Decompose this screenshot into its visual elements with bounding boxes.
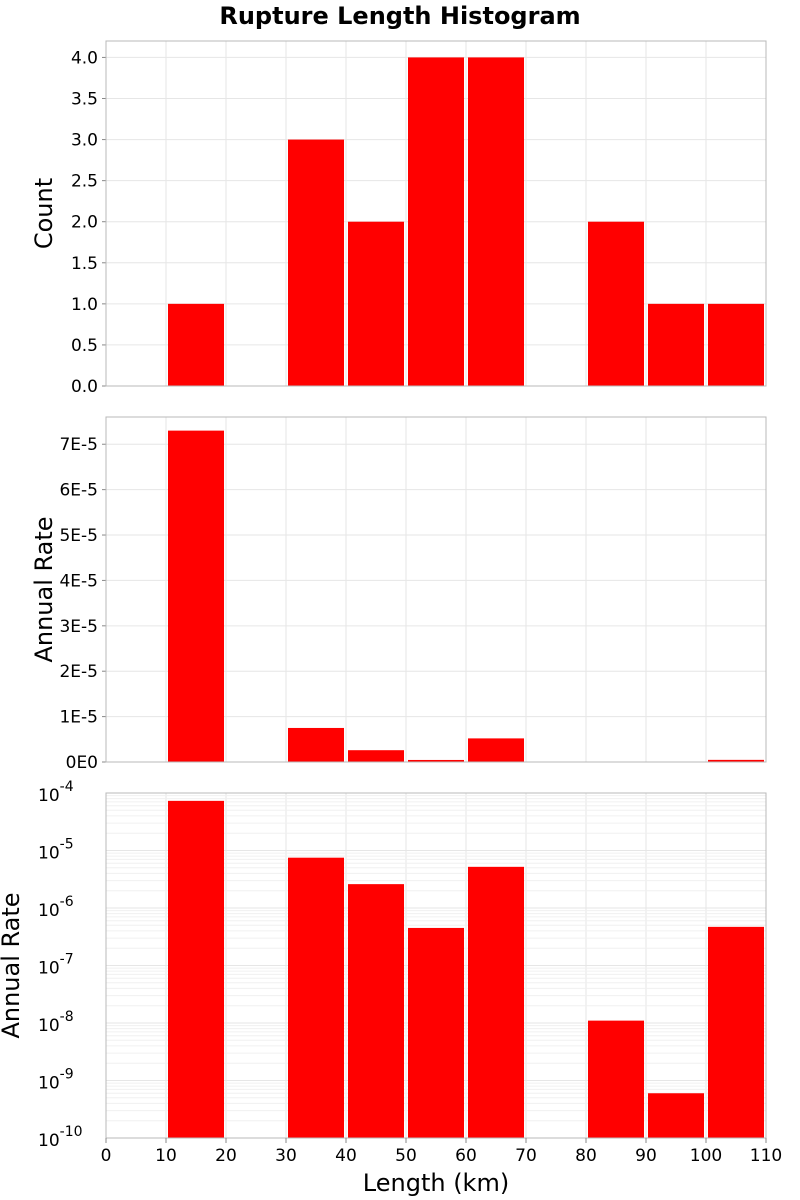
y-tick-label: 7E-5 xyxy=(59,435,98,455)
y-tick-label: 2.5 xyxy=(71,172,98,192)
plot-frame xyxy=(105,416,767,763)
panel-rate-linear: 0E0 1E-5 2E-5 3E-5 4E-5 5E-5 6E-5 7E-5 Annual Ra… xyxy=(30,416,767,773)
bar-rate-log-90-100 xyxy=(648,1093,704,1138)
y-tick-label: 10-7 xyxy=(38,952,74,979)
y-tick-label: 4.0 xyxy=(71,48,98,68)
y-tick-label: 2.0 xyxy=(71,213,98,233)
bar-count-100-110 xyxy=(708,303,764,386)
y-tick-label: 0E0 xyxy=(66,753,98,773)
bar-rate-log-100-110 xyxy=(708,926,764,1138)
panel-rate-log: 10-10 10-9 10-8 10-7 10-6 10-5 10-4 Annual Rate xyxy=(0,779,767,1151)
y-axis-label-rate-linear: Annual Rate xyxy=(30,516,58,662)
bar-count-80-90 xyxy=(588,221,644,386)
y-tick-label: 1.0 xyxy=(71,295,98,315)
y-tick-label: 1.5 xyxy=(71,254,98,274)
x-tick-label: 50 xyxy=(395,1146,417,1166)
y-tick-label: 10-9 xyxy=(38,1067,74,1094)
x-axis-label: Length (km) xyxy=(363,1169,509,1197)
panel-count: 0.0 0.5 1.0 1.5 2.0 2.5 3.0 3.5 4.0 Count xyxy=(30,40,767,397)
plot-frame xyxy=(105,40,767,387)
y-tick-label: 0.5 xyxy=(71,336,98,356)
y-tick-label: 6E-5 xyxy=(59,481,98,501)
chart-title: Rupture Length Histogram xyxy=(219,2,580,30)
bar-rate-linear-30-40 xyxy=(288,727,344,762)
y-tick-label: 0.0 xyxy=(71,377,98,397)
y-axis-label-rate-log: Annual Rate xyxy=(0,892,25,1038)
y-tick-label: 10-10 xyxy=(38,1124,83,1151)
bar-rate-log-30-40 xyxy=(288,857,344,1138)
bar-count-40-50 xyxy=(348,221,404,386)
bar-count-10-20 xyxy=(168,303,224,386)
y-tick-label: 3.5 xyxy=(71,90,98,110)
plot-frame xyxy=(105,792,767,1139)
chart-panels: 0.0 0.5 1.0 1.5 2.0 2.5 3.0 3.5 4.0 Count 0E0 1E-5 2… xyxy=(0,40,767,1151)
bar-rate-log-60-70 xyxy=(468,866,524,1138)
y-tick-label: 10-8 xyxy=(38,1009,74,1036)
bar-rate-log-10-20 xyxy=(168,800,224,1138)
y-tick-label: 3E-5 xyxy=(59,617,98,637)
bar-rate-log-50-60 xyxy=(408,927,464,1138)
x-tick-label: 60 xyxy=(455,1146,477,1166)
x-tick-label: 20 xyxy=(215,1146,237,1166)
bar-rate-linear-100-110 xyxy=(708,759,764,762)
x-tick-label: 90 xyxy=(635,1146,657,1166)
x-tick-label: 70 xyxy=(515,1146,537,1166)
y-tick-label: 10-6 xyxy=(38,894,74,921)
y-tick-label: 2E-5 xyxy=(59,662,98,682)
bar-count-30-40 xyxy=(288,139,344,386)
y-tick-label: 3.0 xyxy=(71,131,98,151)
bar-count-50-60 xyxy=(408,57,464,387)
y-tick-label: 1E-5 xyxy=(59,708,98,728)
bar-rate-linear-10-20 xyxy=(168,430,224,762)
bar-count-60-70 xyxy=(468,57,524,387)
bar-rate-log-80-90 xyxy=(588,1020,644,1138)
y-axis-label-count: Count xyxy=(30,178,58,249)
bar-rate-linear-50-60 xyxy=(408,759,464,762)
x-tick-label: 40 xyxy=(335,1146,357,1166)
bar-rate-linear-60-70 xyxy=(468,738,524,762)
y-tick-label: 10-5 xyxy=(38,837,74,864)
x-tick-label: 0 xyxy=(101,1146,112,1166)
x-tick-label: 110 xyxy=(750,1146,782,1166)
x-axis: 0 10 20 30 40 50 60 70 80 90 100 110 xyxy=(101,1138,782,1166)
y-tick-label: 10-4 xyxy=(38,779,74,806)
x-tick-label: 80 xyxy=(575,1146,597,1166)
bar-count-90-100 xyxy=(648,303,704,386)
y-tick-label: 4E-5 xyxy=(59,571,98,591)
x-tick-label: 100 xyxy=(690,1146,722,1166)
x-tick-label: 10 xyxy=(155,1146,177,1166)
bar-rate-log-40-50 xyxy=(348,884,404,1138)
bar-rate-linear-40-50 xyxy=(348,750,404,762)
y-tick-label: 5E-5 xyxy=(59,526,98,546)
x-tick-label: 30 xyxy=(275,1146,297,1166)
